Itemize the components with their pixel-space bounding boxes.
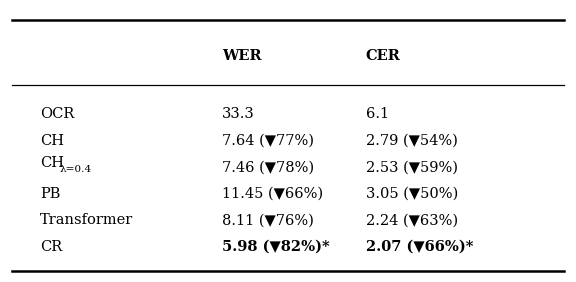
Text: CER: CER — [366, 49, 401, 63]
Text: 7.46 (▼78%): 7.46 (▼78%) — [222, 160, 314, 174]
Text: 3.05 (▼50%): 3.05 (▼50%) — [366, 187, 458, 201]
Text: 11.45 (▼66%): 11.45 (▼66%) — [222, 187, 323, 201]
Text: 33.3: 33.3 — [222, 107, 255, 121]
Text: PB: PB — [40, 187, 60, 201]
Text: λ=0.4: λ=0.4 — [60, 165, 92, 174]
Text: CH: CH — [40, 134, 65, 148]
Text: CR: CR — [40, 240, 62, 254]
Text: 7.64 (▼77%): 7.64 (▼77%) — [222, 134, 314, 148]
Text: 6.1: 6.1 — [366, 107, 389, 121]
Text: Transformer: Transformer — [40, 213, 134, 227]
Text: 2.79 (▼54%): 2.79 (▼54%) — [366, 134, 458, 148]
Text: 2.24 (▼63%): 2.24 (▼63%) — [366, 213, 458, 227]
Text: 5.98 (▼82%)*: 5.98 (▼82%)* — [222, 240, 329, 254]
Text: WER: WER — [222, 49, 262, 63]
Text: 8.11 (▼76%): 8.11 (▼76%) — [222, 213, 314, 227]
Text: 2.07 (▼66%)*: 2.07 (▼66%)* — [366, 240, 473, 254]
Text: 2.53 (▼59%): 2.53 (▼59%) — [366, 160, 458, 174]
Text: OCR: OCR — [40, 107, 74, 121]
Text: CH: CH — [40, 156, 65, 170]
